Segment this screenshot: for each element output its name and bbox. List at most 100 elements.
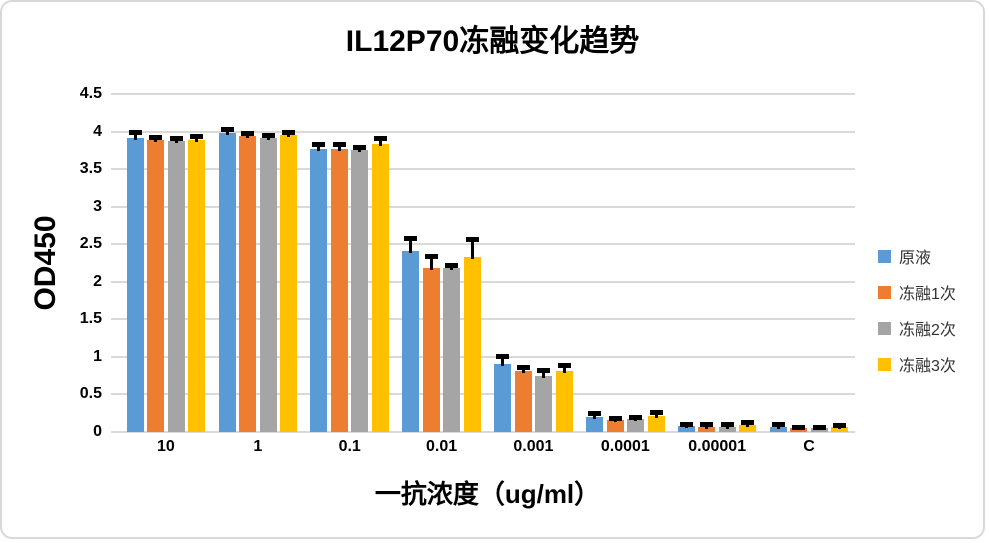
error-bar-line (133, 132, 137, 140)
error-bar-cap (649, 409, 663, 415)
legend-swatch-icon (878, 285, 891, 299)
error-bar-cap (190, 134, 204, 140)
bar-冻融2次-0.0001 (627, 419, 645, 432)
y-tick-label: 4 (93, 122, 102, 140)
error-bar-cap (261, 132, 275, 138)
error-bar-line (501, 356, 505, 366)
bar-原液-10 (126, 137, 144, 432)
x-category-label: 0.1 (338, 438, 361, 455)
error-bar-cap (629, 414, 643, 420)
legend-swatch-icon (878, 249, 891, 263)
bar-冻融1次-0.001 (514, 371, 532, 432)
error-bar-cap (679, 421, 693, 427)
x-category-label: 0.00001 (688, 438, 747, 455)
legend-swatch-icon (878, 321, 891, 335)
bar-原液-0.01 (402, 250, 420, 432)
bar-冻融2次-0.01 (443, 268, 461, 432)
error-bar-cap (557, 363, 571, 369)
y-tick-label: 3.5 (79, 160, 102, 178)
bar-冻融1次-1 (239, 136, 257, 432)
gridline (120, 431, 855, 433)
error-bar-cap (537, 367, 551, 373)
legend-label: 冻融1次 (899, 286, 956, 303)
legend-item: 冻融3次 (878, 346, 956, 382)
legend-label: 原液 (899, 250, 932, 267)
error-bar-cap (128, 130, 142, 136)
bar-原液-0.1 (310, 148, 328, 432)
error-bar-cap (720, 422, 734, 428)
gridline (120, 130, 855, 133)
error-bar-cap (241, 131, 255, 137)
y-tick-label: 1 (93, 347, 102, 365)
y-axis-tick (111, 280, 120, 283)
bar-冻融2次-1 (259, 137, 277, 432)
error-bar-cap (332, 142, 346, 148)
error-bar-line (654, 411, 658, 419)
bar-冻融1次-0.00001 (698, 426, 716, 432)
y-tick-label: 0.5 (79, 385, 102, 403)
error-bar-cap (700, 422, 714, 428)
bar-原液-0.0001 (586, 416, 604, 432)
error-bar-cap (424, 254, 438, 260)
error-bar-cap (812, 424, 826, 430)
error-bar-line (429, 256, 433, 270)
error-bar-cap (404, 236, 418, 242)
bar-冻融3次-0.1 (371, 143, 389, 432)
bar-冻融1次-0.01 (422, 267, 440, 432)
error-bar-cap (771, 421, 785, 427)
y-axis-tick (111, 93, 120, 95)
bar-冻融3次-1 (280, 134, 298, 432)
legend-item: 冻融1次 (878, 274, 956, 310)
gridline (120, 355, 855, 358)
x-axis-title: 一抗浓度（ug/ml） (374, 479, 601, 509)
error-bar-cap (312, 142, 326, 148)
y-axis-tick (111, 130, 120, 133)
y-tick-label: 0 (93, 423, 102, 440)
x-category-label: 0.01 (425, 438, 458, 455)
error-bar-line (409, 238, 413, 253)
error-bar-cap (445, 262, 459, 268)
y-axis-tick (111, 205, 120, 208)
gridline (120, 205, 855, 208)
error-bar-cap (353, 144, 367, 150)
gridline (120, 168, 855, 171)
x-category-label: 1 (253, 438, 263, 455)
gridline (120, 318, 855, 321)
bar-冻融1次-0.1 (330, 148, 348, 432)
x-category-label: 0.0001 (600, 438, 650, 455)
bar-冻融3次-C (831, 427, 849, 432)
bar-冻融1次-0.0001 (606, 419, 624, 432)
bar-冻融3次-0.01 (463, 256, 481, 432)
y-axis-tick (111, 393, 120, 396)
error-bar-cap (833, 423, 847, 429)
bar-原液-C (769, 426, 787, 432)
error-bar-cap (220, 127, 234, 133)
bar-冻融3次-0.001 (555, 371, 573, 432)
gridline (120, 393, 855, 396)
y-tick-label: 3 (93, 197, 102, 215)
error-bar-line (542, 369, 546, 379)
bar-冻融3次-10 (188, 139, 206, 432)
y-axis-tick (111, 318, 120, 321)
y-axis-tick (111, 355, 120, 358)
y-tick-label: 2.5 (79, 235, 102, 253)
error-bar-cap (169, 135, 183, 141)
bar-冻融2次-10 (167, 140, 185, 432)
error-bar-line (562, 365, 566, 374)
error-bar-line (470, 238, 474, 259)
legend-item: 冻融2次 (878, 310, 956, 346)
bar-冻融2次-0.1 (351, 150, 369, 432)
error-bar-cap (792, 424, 806, 430)
bar-冻融3次-0.0001 (647, 416, 665, 432)
y-axis-tick (111, 243, 120, 246)
legend-item: 原液 (878, 238, 956, 274)
chart-title: IL12P70冻融变化趋势 (345, 25, 640, 58)
error-bar-cap (373, 135, 387, 141)
error-bar-cap (741, 420, 755, 426)
bar-冻融3次-0.00001 (739, 425, 757, 432)
error-bar-cap (149, 134, 163, 140)
y-axis-title: OD450 (29, 215, 62, 311)
gridline (120, 280, 855, 283)
error-bar-line (317, 144, 321, 151)
